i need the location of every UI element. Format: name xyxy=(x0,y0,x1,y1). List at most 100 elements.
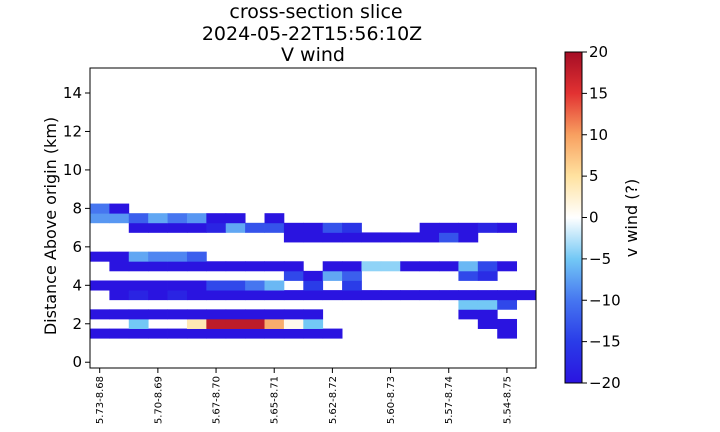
heatmap-cell xyxy=(245,280,265,291)
heatmap-cell xyxy=(283,222,304,233)
heatmap-cell xyxy=(283,328,304,339)
heatmap-cell xyxy=(419,261,440,272)
heatmap-cell xyxy=(419,290,440,301)
heatmap-cell xyxy=(477,261,498,272)
heatmap-cell xyxy=(148,261,168,272)
heatmap-cell xyxy=(264,222,285,233)
heatmap-cell xyxy=(380,261,401,272)
heatmap-cell xyxy=(109,203,130,214)
heatmap-cell xyxy=(303,290,324,301)
y-tick-label: 6 xyxy=(72,238,82,256)
heatmap-cell xyxy=(225,309,246,320)
heatmap-cell xyxy=(477,222,498,233)
y-tick-label: 2 xyxy=(72,315,82,333)
heatmap-cell xyxy=(283,232,304,243)
heatmap-cell xyxy=(283,270,304,281)
heatmap-cell xyxy=(186,318,207,329)
heatmap-cell xyxy=(303,232,324,243)
heatmap-cell xyxy=(90,280,110,291)
heatmap-cell xyxy=(283,290,304,301)
y-tick-label: 4 xyxy=(72,276,82,294)
heatmap-cell xyxy=(128,309,149,320)
heatmap-cell xyxy=(148,290,168,301)
heatmap-cell xyxy=(148,328,168,339)
heatmap-cell xyxy=(225,328,246,339)
heatmap-cell xyxy=(322,270,343,281)
heatmap-cell xyxy=(342,290,362,301)
heatmap-cell xyxy=(225,261,246,272)
heatmap-cell xyxy=(342,222,362,233)
title-line-2: 2024-05-22T15:56:10Z xyxy=(202,23,422,45)
heatmap-cell xyxy=(283,309,304,320)
heatmap-cell xyxy=(128,290,149,301)
heatmap-cell xyxy=(128,251,149,262)
heatmap-cell xyxy=(477,299,498,310)
heatmap-cell xyxy=(419,232,440,243)
heatmap-cell xyxy=(303,328,324,339)
heatmap-cell xyxy=(90,213,110,224)
heatmap-cell xyxy=(186,328,207,339)
heatmap-cell xyxy=(109,251,130,262)
title-line-3: V wind xyxy=(281,44,345,66)
heatmap-cell xyxy=(303,318,324,329)
x-tick-label: 5.70-8.69 xyxy=(153,376,164,424)
heatmap-cell xyxy=(186,222,207,233)
heatmap-cell xyxy=(90,251,110,262)
heatmap-cell xyxy=(264,261,285,272)
colorbar-tick-label: 20 xyxy=(589,43,608,61)
heatmap-cell xyxy=(206,309,227,320)
y-tick-label: 12 xyxy=(63,122,82,140)
heatmap-cell xyxy=(322,222,343,233)
x-tick-label: 5.65-8.71 xyxy=(270,376,281,424)
x-tick-label: 5.73-8.68 xyxy=(95,376,106,424)
heatmap-cell xyxy=(303,309,324,320)
heatmap-cell xyxy=(90,309,110,320)
y-tick-label: 10 xyxy=(63,161,82,179)
heatmap-cell xyxy=(167,290,188,301)
heatmap-cell xyxy=(516,290,537,301)
heatmap-cell xyxy=(439,222,459,233)
heatmap-cell xyxy=(361,261,382,272)
heatmap-cell xyxy=(167,328,188,339)
heatmap-cell xyxy=(225,318,246,329)
heatmap-cell xyxy=(497,290,518,301)
colorbar-label: v wind (?) xyxy=(622,179,641,257)
heatmap-cell xyxy=(419,222,440,233)
heatmap-cell xyxy=(128,213,149,224)
y-tick-label: 8 xyxy=(72,199,82,217)
heatmap-cell xyxy=(148,251,168,262)
x-tick-label: 5.60-8.73 xyxy=(386,376,397,424)
heatmap-cell xyxy=(167,280,188,291)
plot-frame xyxy=(89,67,537,369)
heatmap-cell xyxy=(264,328,285,339)
x-tick-label: 5.67-8.70 xyxy=(212,376,223,424)
heatmap-cell xyxy=(283,318,304,329)
heatmap-cell xyxy=(128,261,149,272)
x-tick-label: 5.62-8.72 xyxy=(328,376,339,424)
colorbar-tick-label: 0 xyxy=(589,209,599,227)
heatmap-cell xyxy=(264,309,285,320)
heatmap-cell xyxy=(167,309,188,320)
heatmap-cell xyxy=(245,328,265,339)
heatmap-cell xyxy=(186,261,207,272)
heatmap-cell xyxy=(400,261,421,272)
heatmap-cell xyxy=(109,213,130,224)
heatmap-cell xyxy=(458,261,479,272)
heatmap-cell xyxy=(322,290,343,301)
heatmap-cell xyxy=(225,213,246,224)
heatmap-cell xyxy=(167,213,188,224)
heatmap-cell xyxy=(303,222,324,233)
heatmap-cell xyxy=(497,318,518,329)
heatmap-cell xyxy=(245,290,265,301)
heatmap-cell xyxy=(322,232,343,243)
heatmap-cell xyxy=(303,270,324,281)
heatmap-cell xyxy=(109,309,130,320)
heatmap-cell xyxy=(148,309,168,320)
y-tick-label: 0 xyxy=(72,353,82,371)
heatmap-cell xyxy=(458,290,479,301)
colorbar-tick-label: −15 xyxy=(589,333,621,351)
heatmap-cell xyxy=(206,222,227,233)
heatmap-cell xyxy=(225,290,246,301)
title-line-1: cross-section slice xyxy=(229,1,402,23)
